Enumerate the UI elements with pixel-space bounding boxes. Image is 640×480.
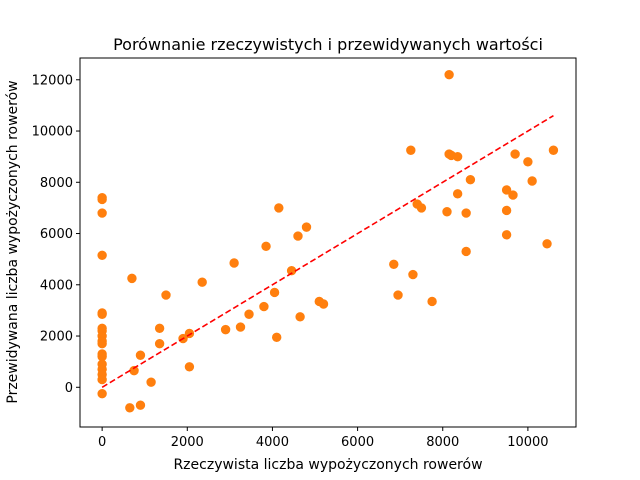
data-point	[184, 328, 195, 339]
data-point	[501, 230, 512, 240]
data-point	[271, 332, 282, 343]
y-tick-label: 0	[65, 381, 73, 396]
data-point	[501, 185, 512, 195]
data-point	[146, 377, 156, 387]
y-tick-label: 12000	[32, 73, 73, 88]
x-tick-label: 10000	[507, 435, 548, 450]
data-point	[416, 203, 427, 213]
data-point	[244, 309, 254, 319]
data-point	[508, 190, 518, 200]
data-point	[510, 149, 520, 159]
data-point	[135, 350, 146, 360]
x-tick-label: 8000	[426, 435, 459, 450]
x-axis: 0 2000 4000 6000 8000 10000	[98, 427, 549, 450]
data-point	[465, 175, 476, 185]
data-point	[97, 388, 107, 399]
data-point	[97, 339, 107, 349]
data-point	[393, 290, 403, 300]
data-point	[97, 374, 107, 385]
data-point	[220, 324, 231, 335]
x-axis-label: Rzeczywista liczba wypożyczonych rowerów	[173, 457, 482, 473]
data-point	[501, 205, 512, 216]
data-point	[542, 239, 552, 249]
data-point	[135, 400, 146, 410]
data-point	[318, 299, 329, 309]
data-point	[293, 231, 303, 241]
data-point	[548, 145, 559, 155]
data-point	[97, 194, 107, 205]
data-point	[97, 309, 107, 319]
data-point	[427, 296, 437, 307]
data-point	[259, 301, 269, 312]
data-point	[269, 287, 280, 298]
reference-line	[101, 114, 554, 388]
data-point	[161, 290, 171, 300]
data-point	[406, 145, 416, 155]
data-point	[442, 207, 452, 217]
data-point	[97, 208, 107, 218]
data-point	[184, 362, 195, 372]
plot-area	[97, 69, 559, 413]
data-point	[461, 208, 471, 218]
data-point	[389, 259, 399, 269]
y-tick-label: 4000	[40, 278, 73, 293]
data-point	[97, 250, 107, 261]
data-point	[527, 176, 537, 186]
data-point	[444, 69, 454, 80]
chart-title: Porównanie rzeczywistych i przewidywanyc…	[113, 35, 543, 54]
y-axis-label: Przewidywana liczba wypożyczonych roweró…	[5, 80, 21, 403]
data-point	[235, 322, 246, 332]
x-tick-label: 2000	[171, 435, 204, 450]
data-point	[295, 312, 305, 322]
data-point	[461, 246, 471, 257]
data-point	[452, 189, 463, 199]
y-tick-label: 8000	[40, 176, 73, 191]
data-point	[229, 258, 239, 268]
x-tick-label: 6000	[341, 435, 374, 450]
data-point	[261, 241, 271, 252]
y-tick-label: 10000	[32, 125, 73, 140]
data-point	[523, 157, 533, 167]
plot-frame	[79, 57, 577, 428]
data-point	[197, 277, 207, 287]
y-axis: 0 2000 4000 6000 8000 10000 12000	[32, 73, 80, 396]
data-point	[408, 269, 418, 280]
data-point	[301, 222, 312, 232]
data-point	[154, 339, 165, 349]
x-tick-label: 4000	[256, 435, 289, 450]
y-tick-label: 2000	[40, 330, 73, 345]
data-point	[274, 203, 284, 213]
data-point	[127, 273, 137, 284]
data-point	[154, 323, 165, 334]
data-point	[125, 403, 135, 413]
data-point	[452, 151, 463, 162]
x-tick-label: 0	[98, 435, 106, 450]
y-tick-label: 6000	[40, 227, 73, 242]
